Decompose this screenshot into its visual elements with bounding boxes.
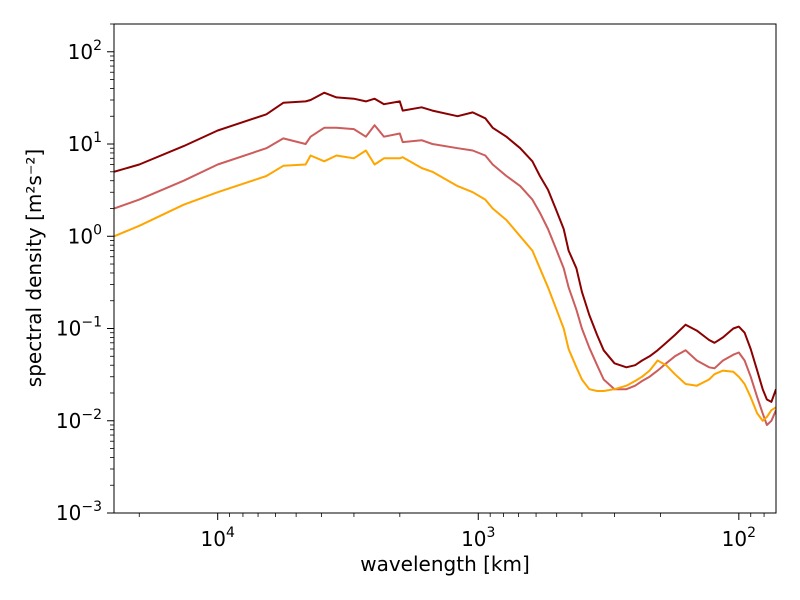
x-tick-label: 102 — [722, 525, 756, 551]
x-axis-label: wavelength [km] — [360, 552, 530, 576]
x-tick-label: 104 — [201, 525, 235, 551]
x-axis: 104 103 102 — [138, 513, 765, 551]
y-tick-label: 102 — [68, 38, 102, 64]
y-tick-label: 10−3 — [56, 499, 102, 525]
plot-frame — [113, 23, 777, 514]
series-line-3 — [114, 149, 776, 422]
y-axis-label: spectral density [m²s⁻²] — [22, 149, 46, 387]
y-axis: 10−3 10−2 10−1 100 101 102 — [56, 23, 114, 525]
series-line-1 — [114, 91, 776, 403]
y-tick-label: 100 — [68, 222, 102, 248]
y-tick-label: 10−2 — [56, 407, 102, 433]
y-tick-label: 101 — [68, 130, 102, 156]
y-tick-label: 10−1 — [56, 315, 102, 341]
plot-area-background — [114, 24, 776, 513]
x-tick-label: 103 — [461, 525, 495, 551]
series-line-2 — [114, 124, 776, 426]
series-layer — [114, 91, 776, 426]
